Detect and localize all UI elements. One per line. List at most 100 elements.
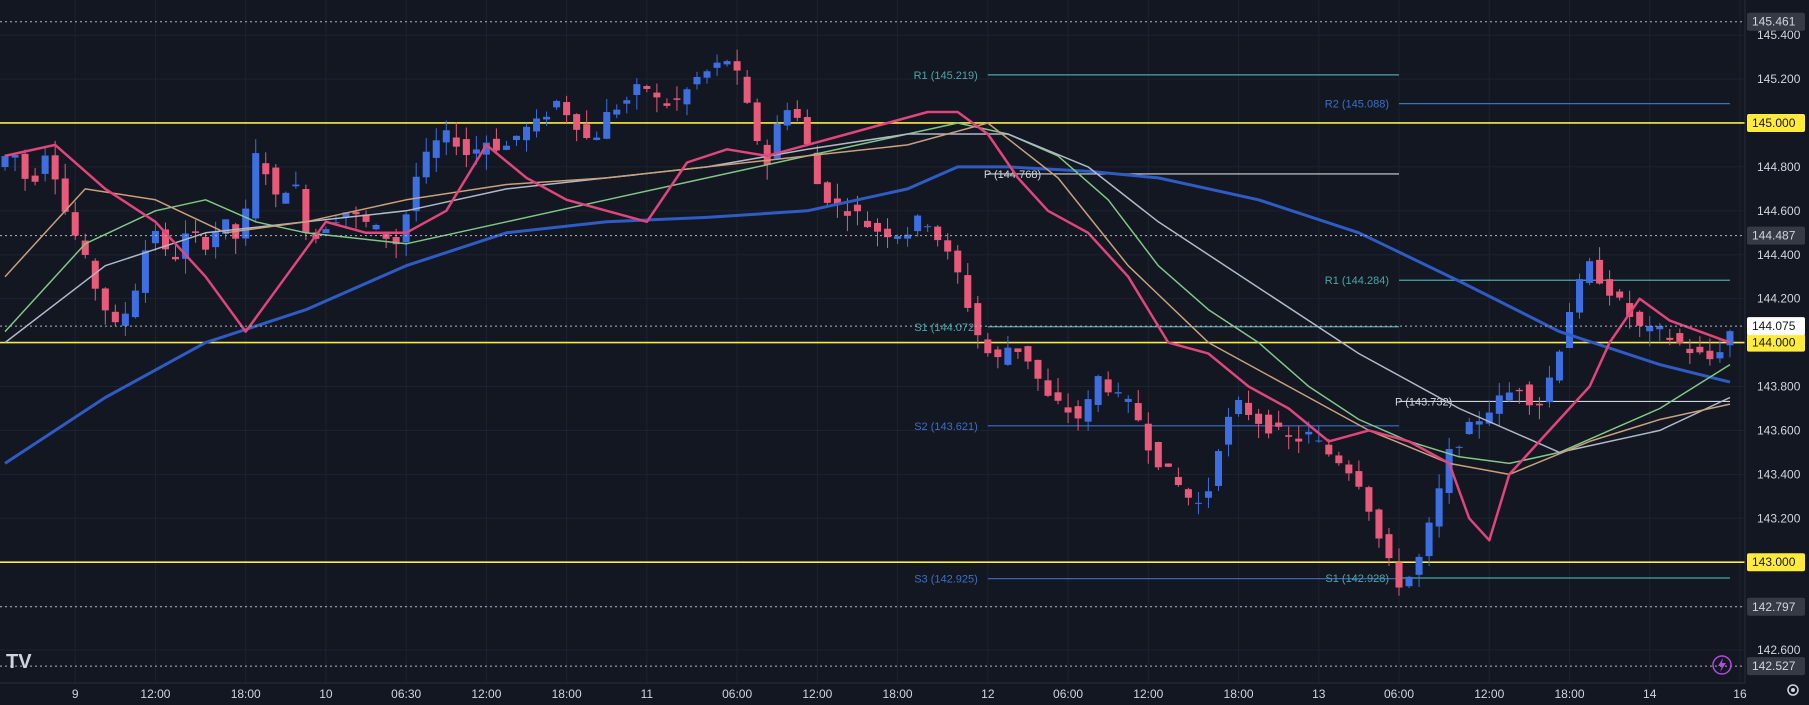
price-tick-label: 144.800 bbox=[1757, 160, 1801, 174]
price-axis[interactable]: 142.600142.800143.000143.200143.400143.6… bbox=[1744, 0, 1809, 705]
candle-body bbox=[272, 167, 280, 195]
candle-body bbox=[1184, 489, 1192, 498]
candle-body bbox=[1164, 463, 1172, 467]
candle-body bbox=[703, 71, 711, 78]
candle-body bbox=[11, 154, 19, 158]
time-tick-label: 9 bbox=[72, 687, 79, 701]
candle-body bbox=[1345, 464, 1353, 474]
candle-body bbox=[1726, 331, 1734, 346]
candle-body bbox=[723, 61, 731, 65]
candle-body bbox=[1505, 392, 1513, 401]
candle-body bbox=[1596, 259, 1604, 284]
price-tick-label: 142.600 bbox=[1757, 643, 1801, 657]
candle-body bbox=[171, 256, 180, 260]
candle-body bbox=[1716, 352, 1724, 359]
dotted-level-tag bbox=[1747, 657, 1805, 676]
level-price-tag bbox=[1747, 553, 1805, 572]
candle-body bbox=[1485, 412, 1493, 424]
candle-body bbox=[442, 130, 450, 143]
candle-body bbox=[934, 226, 942, 241]
candle-body bbox=[1235, 399, 1243, 415]
moving-averages bbox=[4, 110, 1731, 542]
candle-body bbox=[472, 149, 480, 154]
candle-body bbox=[1355, 471, 1363, 487]
price-tick-label: 143.200 bbox=[1757, 511, 1801, 525]
candle-body bbox=[402, 214, 410, 243]
candle-body bbox=[1445, 448, 1453, 493]
pivot-label: S1 (144.072) bbox=[914, 322, 978, 334]
dotted-level-tag bbox=[1747, 317, 1805, 336]
candle-body bbox=[332, 222, 340, 224]
pivot-label: P (144.768) bbox=[984, 169, 1041, 181]
candle-body bbox=[1435, 488, 1443, 527]
candle-body bbox=[1666, 337, 1674, 340]
candle-body bbox=[573, 114, 581, 130]
candle-body bbox=[1074, 406, 1082, 419]
candle-body bbox=[1475, 421, 1483, 425]
candle-body bbox=[1455, 446, 1463, 448]
candle-body bbox=[813, 152, 821, 185]
dotted-level-label: 142.527 bbox=[1752, 659, 1796, 673]
price-tick-label: 144.400 bbox=[1757, 248, 1801, 262]
moving-average-line bbox=[4, 165, 1731, 465]
time-axis[interactable]: 9 12:00 18:00 10 06:30 12:00 18:00 11 06:00 12:00… bbox=[0, 682, 1809, 705]
candle-body bbox=[653, 92, 661, 98]
time-tick-label: 06:00 bbox=[722, 687, 752, 701]
candle-body bbox=[974, 303, 982, 336]
candle-body bbox=[633, 84, 641, 96]
settings-gear-icon[interactable] bbox=[1787, 684, 1799, 696]
pivot-label: S2 (143.621) bbox=[914, 421, 978, 433]
candle-body bbox=[1144, 423, 1152, 451]
time-tick-label: 18:00 bbox=[883, 687, 913, 701]
candle-body bbox=[874, 222, 882, 232]
candle-body bbox=[613, 109, 621, 115]
candle-body bbox=[1014, 348, 1022, 352]
candle-body bbox=[1385, 534, 1393, 559]
candle-body bbox=[843, 211, 851, 216]
candle-body bbox=[71, 212, 79, 236]
candle-body bbox=[1405, 576, 1413, 587]
time-tick-label: 18:00 bbox=[1224, 687, 1254, 701]
tradingview-logo[interactable]: TV bbox=[6, 651, 32, 673]
lightning-icon[interactable] bbox=[1712, 655, 1732, 675]
candle-body bbox=[944, 240, 952, 252]
candle-body bbox=[1565, 311, 1574, 349]
candle-body bbox=[894, 236, 902, 239]
candle-body bbox=[964, 275, 972, 308]
moving-average-line bbox=[4, 122, 1731, 476]
candle-body bbox=[151, 230, 159, 244]
dotted-levels bbox=[0, 21, 1745, 667]
dotted-level-tag bbox=[1747, 597, 1805, 616]
candle-body bbox=[673, 98, 681, 100]
candle-body bbox=[1154, 441, 1162, 468]
support-resistance-levels bbox=[0, 122, 1745, 564]
moving-average-line bbox=[4, 110, 1731, 542]
dotted-level-tag bbox=[1747, 226, 1805, 245]
candle-body bbox=[1576, 279, 1584, 313]
candle-body bbox=[1515, 389, 1523, 392]
candle-body bbox=[31, 175, 39, 182]
dotted-level-label: 144.075 bbox=[1752, 319, 1796, 333]
candle-body bbox=[753, 102, 761, 142]
candle-body bbox=[41, 155, 49, 174]
candle-body bbox=[1636, 311, 1644, 326]
candle-body bbox=[533, 118, 541, 132]
time-tick-label: 10 bbox=[319, 687, 333, 701]
level-price-label: 144.000 bbox=[1752, 336, 1796, 350]
candle-body bbox=[1696, 346, 1704, 353]
candle-body bbox=[1495, 395, 1503, 414]
candle-body bbox=[663, 103, 671, 106]
candle-body bbox=[292, 184, 300, 187]
candle-body bbox=[1285, 435, 1293, 437]
time-tick-label: 12:00 bbox=[1474, 687, 1504, 701]
candle-body bbox=[452, 137, 460, 147]
candle-body bbox=[1054, 392, 1062, 401]
dotted-level-label: 145.461 bbox=[1752, 15, 1796, 29]
time-tick-label: 06:30 bbox=[391, 687, 421, 701]
candle-body bbox=[1174, 476, 1182, 486]
candle-body bbox=[1535, 403, 1543, 406]
candle-body bbox=[1004, 347, 1012, 365]
candle-body bbox=[553, 100, 561, 108]
